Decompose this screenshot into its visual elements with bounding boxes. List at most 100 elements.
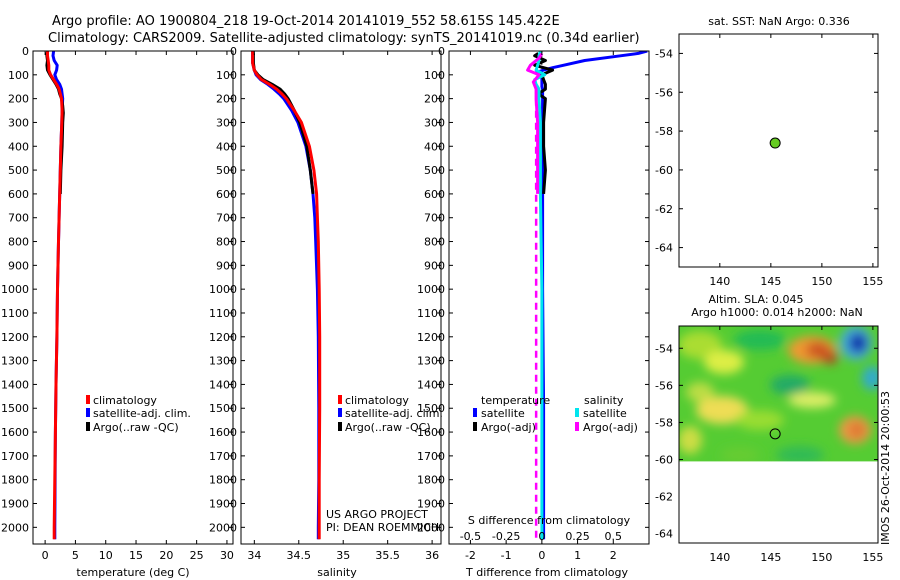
sst-map-panel: sat. SST: NaN Argo: 0.336 140 145 150 155 -5…	[655, 15, 883, 288]
y-tick-label: 500	[424, 164, 445, 177]
map-x-tick-label: 140	[709, 275, 730, 288]
x-tick-label: 36	[425, 549, 439, 562]
y-tick-label: 2000	[417, 521, 445, 534]
s-tick-label: -0.25	[492, 530, 520, 543]
map-x-tick-label: 145	[760, 275, 781, 288]
legend-swatch-satellite	[86, 408, 90, 417]
x-tick-label: -1	[501, 549, 512, 562]
series-line-t-satellite	[535, 51, 648, 540]
x-tick-label: 15	[129, 549, 143, 562]
map-x-tick-label: 140	[709, 551, 730, 564]
series-line-satellite-adj-clim	[251, 51, 321, 540]
y-tick-label: 800	[8, 236, 29, 249]
y-tick-label: 1900	[209, 498, 237, 511]
sla-no-data-area	[679, 461, 878, 543]
x-tick-label: 2	[610, 549, 617, 562]
x-tick-label: 5	[72, 549, 79, 562]
y-tick-label: 1100	[417, 307, 445, 320]
y-tick-label: 800	[424, 236, 445, 249]
sla-map-title-line1: Altim. SLA: 0.045	[708, 293, 803, 306]
y-tick-label: 1000	[417, 283, 445, 296]
sst-map-title: sat. SST: NaN Argo: 0.336	[708, 15, 849, 28]
map-y-tick-label: -62	[655, 491, 673, 504]
x-tick-label: 35	[336, 549, 350, 562]
x-tick-label: -2	[465, 549, 476, 562]
y-tick-label: 400	[424, 140, 445, 153]
y-tick-label: 1700	[417, 450, 445, 463]
y-tick-label: 400	[216, 140, 237, 153]
x-tick-label: 25	[190, 549, 204, 562]
y-tick-label: 1500	[209, 402, 237, 415]
s-tick-label: 0	[538, 530, 545, 543]
y-tick-label: 1000	[1, 283, 29, 296]
sla-map-panel: Altim. SLA: 0.045 Argo h1000: 0.014 h200…	[655, 293, 883, 564]
s-tick-label: 0.5	[605, 530, 623, 543]
y-tick-label: 200	[8, 93, 29, 106]
y-tick-label: 900	[8, 259, 29, 272]
salinity-panel: 0100200300400500600700800900100011001200…	[209, 45, 443, 579]
map-y-tick-label: -58	[655, 416, 673, 429]
x-tick-label: 34	[247, 549, 261, 562]
credit-project: US ARGO PROJECT	[326, 508, 428, 521]
y-tick-label: 100	[8, 69, 29, 82]
series-line-argo-raw-qc	[251, 53, 315, 195]
legend-label-t-satellite: satellite	[481, 407, 525, 420]
y-tick-label: 1700	[1, 450, 29, 463]
sla-heatmap	[679, 326, 878, 468]
legend-head-temperature: temperature	[481, 394, 550, 407]
y-tick-label: 1100	[1, 307, 29, 320]
map-y-tick-label: -54	[655, 342, 673, 355]
legend-label-climatology: climatology	[93, 394, 157, 407]
legend-swatch-climatology	[86, 395, 90, 404]
legend-label-climatology: climatology	[345, 394, 409, 407]
y-tick-label: 1700	[209, 450, 237, 463]
y-tick-label: 600	[8, 188, 29, 201]
series-line-t-argo-adj	[533, 52, 555, 195]
legend-label-s-argo: Argo(-adj)	[583, 421, 638, 434]
difference-t-xlabel: T difference from climatology	[465, 566, 628, 579]
y-tick-label: 200	[424, 93, 445, 106]
y-tick-label: 1400	[209, 378, 237, 391]
y-tick-label: 0	[22, 45, 29, 58]
x-tick-label: 0	[42, 549, 49, 562]
x-tick-label: 30	[220, 549, 234, 562]
map-x-tick-label: 155	[862, 551, 883, 564]
y-tick-label: 1200	[417, 331, 445, 344]
figure-title-line2: Climatology: CARS2009. Satellite-adjuste…	[48, 31, 640, 46]
map-y-tick-label: -60	[655, 454, 673, 467]
legend-label-s-satellite: satellite	[583, 407, 627, 420]
difference-legend: temperature salinity satellite Argo(-adj…	[473, 394, 638, 434]
map-y-tick-label: -64	[655, 242, 673, 255]
y-tick-label: 1500	[1, 402, 29, 415]
y-tick-label: 100	[216, 69, 237, 82]
legend-label-t-argo: Argo(-adj)	[481, 421, 536, 434]
salinity-legend: climatology satellite-adj. clim. Argo(..…	[338, 394, 443, 434]
y-tick-label: 700	[424, 212, 445, 225]
legend-label-argo: Argo(..raw -QC)	[345, 421, 431, 434]
y-tick-label: 2000	[1, 521, 29, 534]
legend-swatch-satellite	[338, 408, 342, 417]
y-tick-label: 1300	[209, 355, 237, 368]
y-tick-label: 300	[8, 116, 29, 129]
map-y-tick-label: -64	[655, 528, 673, 541]
map-x-tick-label: 145	[760, 551, 781, 564]
x-tick-label: 20	[159, 549, 173, 562]
temperature-legend: climatology satellite-adj. clim. Argo(..…	[86, 394, 191, 434]
y-tick-label: 200	[216, 93, 237, 106]
legend-swatch-argo	[338, 422, 342, 431]
series-line-climatology	[46, 51, 64, 540]
argo-location-marker	[769, 137, 781, 149]
y-tick-label: 1500	[417, 402, 445, 415]
map-y-tick-label: -60	[655, 164, 673, 177]
y-tick-label: 300	[424, 116, 445, 129]
map-y-tick-label: -54	[655, 47, 673, 60]
legend-head-salinity: salinity	[584, 394, 624, 407]
y-tick-label: 1600	[417, 426, 445, 439]
temperature-xlabel: temperature (deg C)	[76, 566, 189, 579]
series-line-s-argo-adj	[526, 52, 544, 194]
y-tick-label: 1300	[1, 355, 29, 368]
sst-map-frame	[678, 33, 879, 268]
y-tick-label: 1800	[1, 474, 29, 487]
y-tick-label: 600	[424, 188, 445, 201]
x-tick-label: 35.5	[375, 549, 400, 562]
